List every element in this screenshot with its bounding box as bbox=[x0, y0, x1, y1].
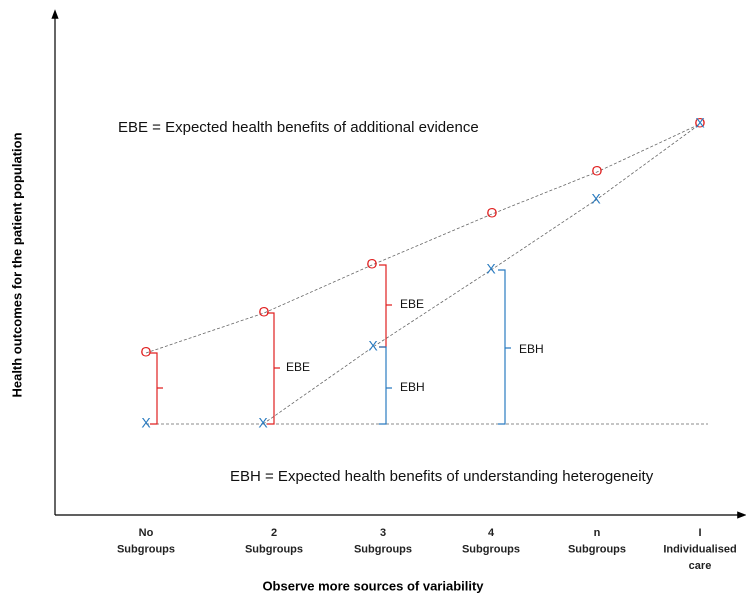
category-label: n bbox=[594, 527, 601, 539]
x-marker: X bbox=[486, 261, 496, 277]
o-marker: O bbox=[259, 304, 270, 320]
category-label: Subgroups bbox=[354, 543, 412, 555]
category-label: care bbox=[689, 560, 712, 572]
o-marker: O bbox=[367, 256, 378, 272]
x-marker: X bbox=[368, 338, 378, 354]
ebe-definition: EBE = Expected health benefits of additi… bbox=[118, 119, 479, 136]
x-axis-label: Observe more sources of variability bbox=[262, 578, 484, 593]
x-marker: X bbox=[695, 115, 705, 131]
category-label: 4 bbox=[488, 527, 495, 539]
o-marker: O bbox=[695, 115, 706, 131]
o-marker: O bbox=[487, 205, 498, 221]
o-marker: O bbox=[141, 344, 152, 360]
heterogeneity-line bbox=[262, 123, 701, 425]
category-label: Subgroups bbox=[568, 543, 626, 555]
category-label: Subgroups bbox=[462, 543, 520, 555]
category-label: I bbox=[698, 527, 701, 539]
ebe-label: EBE bbox=[400, 297, 424, 311]
ebh-label: EBH bbox=[519, 342, 544, 356]
o-marker: O bbox=[592, 163, 603, 179]
ebe-bracket bbox=[379, 264, 392, 348]
category-label: No bbox=[139, 527, 154, 539]
category-label: 3 bbox=[380, 527, 386, 539]
x-marker: X bbox=[591, 191, 601, 207]
ebh-bracket bbox=[498, 269, 511, 425]
ebh-bracket bbox=[379, 346, 392, 425]
ebh-definition: EBH = Expected health benefits of unders… bbox=[230, 468, 654, 485]
category-label: Subgroups bbox=[245, 543, 303, 555]
ebh-label: EBH bbox=[400, 380, 425, 394]
category-label: Individualised bbox=[663, 543, 736, 555]
y-axis-label: Health outcomes for the patient populati… bbox=[9, 132, 24, 397]
x-marker: X bbox=[258, 415, 268, 431]
ebe-bracket bbox=[150, 352, 163, 425]
x-marker: X bbox=[141, 415, 151, 431]
ebe-bracket bbox=[267, 312, 280, 425]
category-label: Subgroups bbox=[117, 543, 175, 555]
ebe-label: EBE bbox=[286, 360, 310, 374]
evidence-line bbox=[145, 123, 701, 354]
category-label: 2 bbox=[271, 527, 277, 539]
